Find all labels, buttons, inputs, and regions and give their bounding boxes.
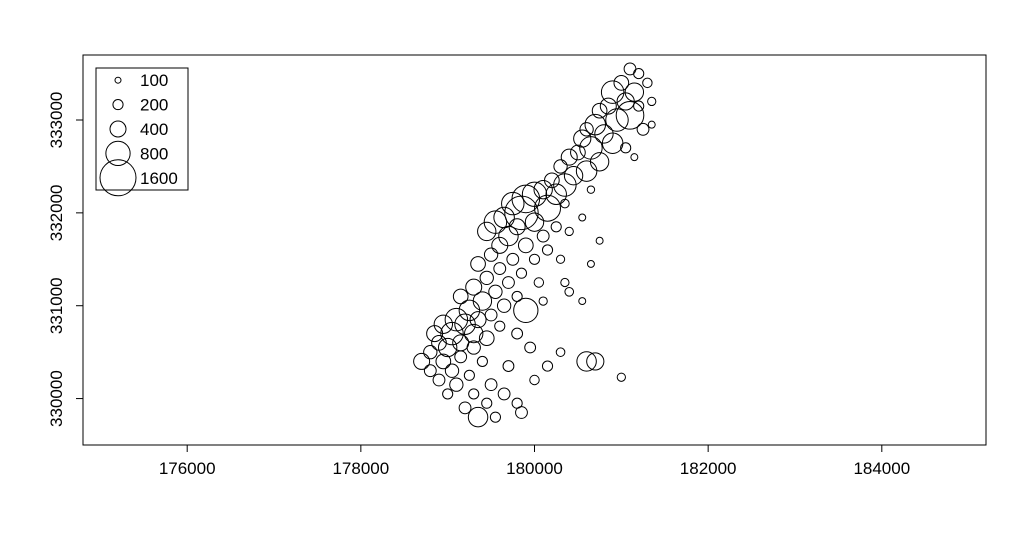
y-tick-label: 332000 [47, 184, 66, 241]
x-tick-label: 184000 [853, 459, 910, 478]
x-tick-label: 182000 [680, 459, 737, 478]
y-tick-label: 333000 [47, 92, 66, 149]
legend-label: 1600 [140, 169, 178, 188]
legend-label: 400 [140, 120, 168, 139]
x-tick-label: 178000 [332, 459, 389, 478]
legend-label: 800 [140, 144, 168, 163]
x-tick-label: 176000 [159, 459, 216, 478]
x-tick-label: 180000 [506, 459, 563, 478]
legend-label: 200 [140, 96, 168, 115]
bubble-scatter-chart: 176000 178000 180000 182000 184000 330000 3310… [0, 0, 1014, 539]
y-tick-label: 330000 [47, 370, 66, 427]
y-tick-label: 331000 [47, 277, 66, 334]
legend-label: 100 [140, 71, 168, 90]
